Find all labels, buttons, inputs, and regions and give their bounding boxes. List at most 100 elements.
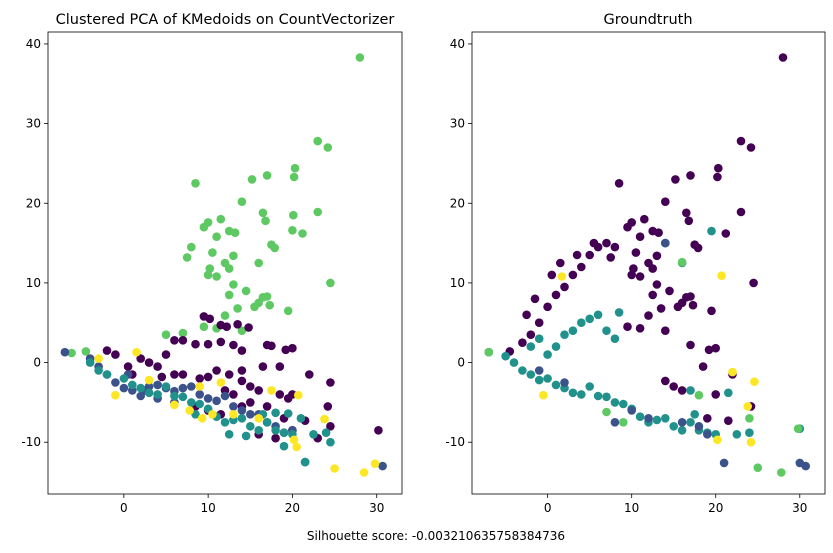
scatter-point-purple	[635, 324, 645, 333]
scatter-point-blue	[144, 382, 154, 391]
scatter-point-purple	[203, 372, 213, 382]
scatter-point-yellow	[330, 464, 339, 473]
scatter-point-yellow	[717, 271, 726, 281]
scatter-point-purple	[551, 290, 561, 300]
scatter-point-purple	[684, 216, 694, 226]
scatter-point-blue	[119, 383, 129, 393]
scatter-point-blue	[229, 402, 238, 411]
scatter-point-green	[230, 228, 240, 237]
scatter-point-purple	[323, 402, 333, 411]
scatter-point-green	[694, 390, 704, 400]
scatter-point-purple	[229, 390, 238, 399]
scatter-point-yellow	[289, 435, 299, 445]
scatter-point-green	[262, 171, 272, 180]
scatter-point-purple	[237, 366, 247, 375]
scatter-point-teal	[745, 428, 754, 438]
scatter-point-yellow	[94, 354, 103, 363]
scatter-point-green	[182, 253, 192, 262]
scatter-point-purple	[648, 264, 657, 273]
scatter-point-teal	[677, 426, 687, 435]
scatter-point-blue	[644, 414, 653, 423]
scatter-point-purple	[178, 370, 188, 379]
scatter-point-purple	[191, 339, 200, 349]
scatter-point-yellow	[539, 390, 548, 400]
scatter-point-purple	[648, 290, 657, 300]
scatter-point-teal	[283, 409, 293, 418]
scatter-point-teal	[593, 310, 603, 320]
scatter-point-green	[288, 226, 297, 235]
scatter-point-purple	[556, 258, 565, 268]
y-tick-label: 30	[450, 117, 465, 131]
scatter-point-purple	[602, 238, 611, 248]
scatter-point-purple	[281, 345, 291, 355]
scatter-point-green	[224, 290, 234, 300]
scatter-point-green	[313, 207, 323, 217]
scatter-point-green	[191, 179, 200, 188]
scatter-point-purple	[585, 250, 594, 260]
scatter-point-yellow	[208, 410, 217, 419]
scatter-point-blue	[220, 391, 230, 401]
scatter-point-purple	[707, 306, 716, 316]
scatter-point-teal	[85, 358, 95, 367]
scatter-point-purple	[203, 339, 213, 349]
scatter-point-purple	[704, 345, 714, 355]
scatter-point-blue	[801, 461, 810, 471]
scatter-point-teal	[119, 374, 129, 383]
scatter-point-green	[216, 214, 226, 224]
scatter-point-yellow	[185, 406, 194, 415]
scatter-point-teal	[144, 388, 154, 398]
scatter-point-blue	[195, 390, 204, 399]
scatter-point-blue	[187, 382, 196, 391]
scatter-point-blue	[111, 378, 120, 387]
scatter-point-purple	[526, 330, 536, 340]
x-tick-label: 30	[792, 501, 807, 515]
scatter-point-blue	[378, 461, 387, 471]
scatter-point-teal	[161, 382, 171, 391]
scatter-point-yellow	[132, 347, 141, 357]
scatter-point-teal	[509, 358, 519, 367]
scatter-point-teal	[619, 399, 628, 409]
scatter-point-teal	[686, 386, 695, 395]
scatter-point-yellow	[267, 386, 276, 395]
scatter-point-teal	[577, 318, 586, 328]
scatter-point-purple	[671, 175, 680, 184]
scatter-point-blue	[719, 458, 729, 468]
scatter-point-teal	[526, 342, 536, 351]
scatter-point-purple	[262, 402, 272, 411]
scatter-point-teal	[178, 392, 188, 402]
scatter-point-green	[745, 414, 754, 423]
scatter-point-blue	[203, 394, 213, 403]
scatter-point-teal	[686, 418, 695, 427]
scatter-point-purple	[673, 302, 683, 312]
scatter-point-green	[313, 136, 323, 146]
scatter-point-purple	[736, 207, 746, 217]
scatter-point-purple	[246, 398, 255, 407]
scatter-point-purple	[534, 318, 544, 328]
scatter-point-green	[187, 242, 196, 252]
scatter-point-yellow	[254, 414, 263, 423]
scatter-point-green	[237, 197, 247, 206]
scatter-point-teal	[220, 418, 230, 427]
scatter-point-purple	[170, 370, 179, 379]
scatter-point-green	[199, 322, 209, 332]
scatter-point-purple	[283, 394, 293, 403]
scatter-point-purple	[656, 304, 666, 313]
scatter-point-teal	[526, 370, 536, 379]
scatter-point-purple	[254, 386, 263, 395]
y-tick-label: -10	[445, 435, 465, 449]
scatter-point-purple	[631, 248, 641, 257]
scatter-point-yellow	[144, 375, 154, 385]
scatter-point-purple	[326, 422, 335, 431]
scatter-point-teal	[246, 422, 255, 431]
scatter-point-blue	[534, 366, 544, 375]
scatter-point-purple	[577, 262, 586, 272]
scatter-point-purple	[713, 172, 722, 182]
scatter-point-purple	[589, 238, 599, 248]
right-plot-title: Groundtruth	[603, 12, 692, 28]
scatter-point-teal	[724, 388, 733, 398]
scatter-point-teal	[254, 426, 263, 435]
scatter-point-teal	[551, 342, 561, 351]
scatter-point-green	[290, 163, 300, 173]
scatter-point-yellow	[746, 437, 756, 447]
scatter-point-blue	[610, 418, 620, 427]
